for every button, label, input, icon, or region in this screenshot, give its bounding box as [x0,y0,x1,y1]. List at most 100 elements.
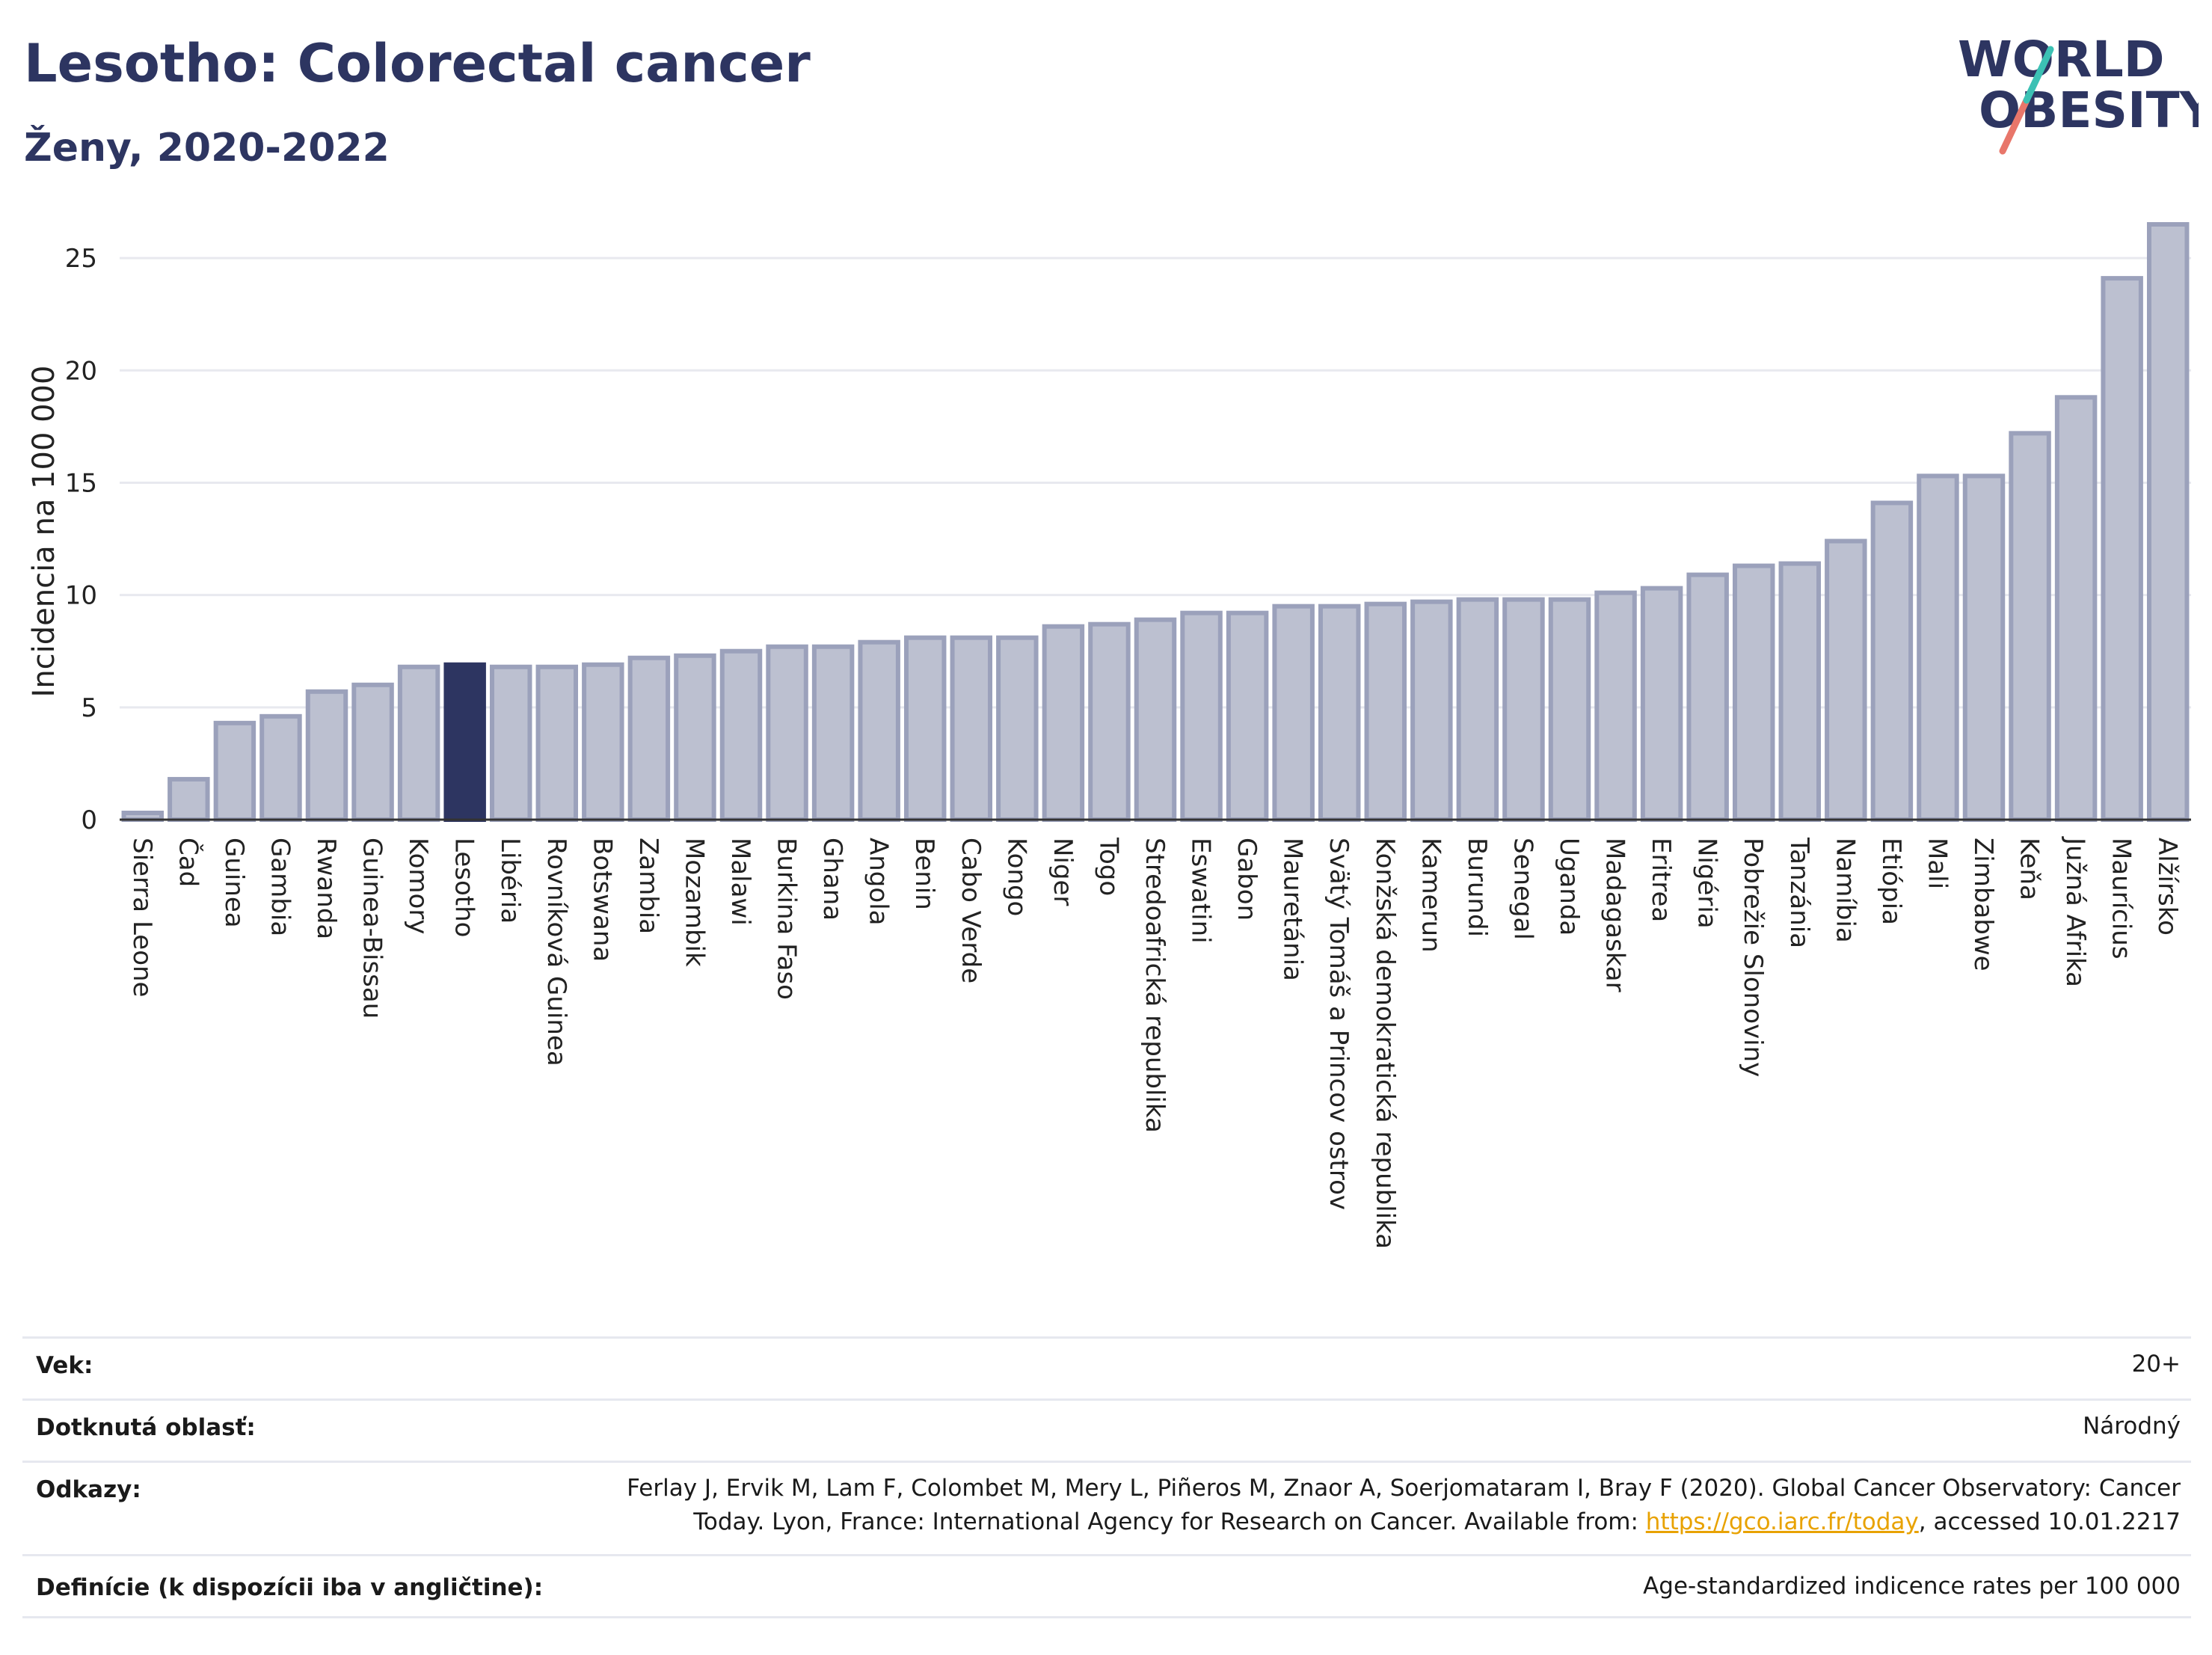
age-row: Vek: 20+ [22,1336,2191,1398]
logo-slash-red [1999,96,2030,155]
bar-pobre-ie-slonoviny [1732,563,1775,822]
world-obesity-logo: WORLD OBESITY [1958,31,2199,155]
bar-guinea [213,720,256,823]
x-tick-label: Južná Afrika [2060,836,2090,987]
refs-row: Odkazy: Ferlay J, Ervik M, Lam F, Colomb… [22,1461,2191,1554]
bar-lesotho [443,662,486,822]
x-tick-label: Tanzánia [1784,837,1814,948]
x-tick-label: Malawi [725,838,755,926]
definition-row: Definície (k dispozícii iba v angličtine… [22,1554,2191,1618]
bar-lib-ria [489,664,532,823]
y-tick-label: 20 [65,356,97,386]
x-tick-label: Gabon [1232,838,1262,921]
bar-kongo [996,635,1039,823]
refs-line-1: Ferlay J, Ervik M, Lam F, Colombet M, Me… [627,1475,2181,1502]
y-tick-label: 15 [65,468,97,498]
bar-mali [1917,473,1959,823]
x-tick-label: Eritrea [1646,838,1676,922]
x-tick-label: Stredoafrická republika [1140,838,1170,1133]
refs-line-2-post: , accessed 10.01.2217 [1918,1508,2181,1535]
x-tick-label: Alžírsko [2152,838,2182,936]
bar-niger [1042,624,1085,822]
area-value: Národný [2083,1413,2181,1440]
bar-gabon [1226,610,1269,822]
refs-line-2-pre: Today. Lyon, France: International Agenc… [693,1508,1646,1535]
bar-kon-sk-demokratick-republika [1364,601,1407,823]
x-tick-label: Uganda [1554,838,1584,936]
y-tick-label: 0 [81,805,97,835]
x-tick-label: Namíbia [1830,838,1860,943]
x-tick-label: Mauretánia [1278,838,1308,981]
bar-nam-bia [1825,538,1867,822]
bar-tanz-nia [1778,561,1822,822]
bar-rwanda [305,689,348,822]
bar-kamerun [1410,599,1453,822]
x-tick-label: Gambia [265,838,295,936]
x-tick-label: Cabo Verde [956,838,986,983]
x-tick-label: Keňa [2015,838,2044,900]
bar-komory [397,664,440,823]
bar-mauret-nia [1272,604,1315,822]
bar-senegal [1502,597,1545,822]
x-tick-label: Eswatini [1186,838,1216,944]
x-tick-label: Zambia [633,838,663,934]
bar-ju-n-afrika [2054,395,2098,822]
x-tick-label: Etiópia [1876,838,1906,925]
bar-botswana [582,662,624,822]
bar-eti-pia [1870,500,1914,822]
x-tick-label: Burkina Faso [772,838,802,1000]
bar-chart: 0 5 10 15 20 25 Sierra Leone Čad Guinea Gambia Rw… [27,222,2191,1249]
x-tick-label: Botswana [587,838,617,962]
x-tick-label: Burundi [1462,838,1492,937]
logo-slash-teal [2023,46,2054,104]
x-tick-label: Senegal [1508,838,1537,940]
bar-zimbabwe [1962,473,2006,823]
bar-burundi [1456,597,1499,822]
age-label: Vek: [36,1352,93,1379]
bar-nig-ria [1686,572,1729,823]
x-tick-label: Sierra Leone [127,838,157,997]
bar-ghana [811,644,855,823]
area-label: Dotknutá oblasť: [36,1414,256,1441]
x-tick-label: Maurícius [2107,838,2136,959]
bar-angola [858,639,900,822]
x-axis-labels: Sierra Leone Čad Guinea Gambia Rwanda Guinea-… [127,836,2182,1249]
bar-stredoafrick-republika [1134,617,1177,822]
bar-eswatini [1180,610,1223,822]
bars [121,222,2190,823]
bar-gambia [259,713,302,823]
x-tick-label: Guinea-Bissau [357,838,387,1019]
bar-mozambik [674,653,716,822]
bar-guinea-bissau [351,682,394,822]
x-tick-label: Konžská demokratická republika [1370,838,1400,1249]
x-tick-label: Čad [173,838,203,887]
x-tick-label: Benin [909,838,939,910]
x-tick-label: Lesotho [449,838,479,937]
x-tick-label: Nigéria [1692,838,1722,929]
chart-title: Lesotho: Colorectal cancer [24,33,811,94]
refs-link[interactable]: https://gco.iarc.fr/today [1645,1508,1919,1535]
x-tick-label: Libéria [495,838,525,924]
refs-value: Ferlay J, Ervik M, Lam F, Colombet M, Me… [627,1472,2181,1539]
age-value: 20+ [2131,1351,2181,1378]
x-tick-label: Kamerun [1416,838,1446,953]
x-tick-label: Zimbabwe [1968,838,1998,971]
y-tick-label: 25 [65,244,97,274]
x-tick-label: Madagaskar [1600,838,1630,992]
bar-burkina-faso [766,644,808,823]
bar-al-rsko [2146,222,2190,823]
bar-maur-cius [2101,276,2143,822]
x-tick-label: Rwanda [311,838,341,939]
x-tick-label: Angola [864,838,894,925]
definition-value: Age-standardized indicence rates per 100… [1643,1573,2181,1600]
y-axis-label: Incidencia na 100 000 [27,366,61,698]
bar-sv-t-tom-a-princov-ostrov [1318,604,1361,822]
bar-cabo-verde [950,635,993,823]
x-tick-label: Pobrežie Slonoviny [1738,838,1768,1077]
x-tick-label: Mozambik [679,838,709,967]
chart-subtitle: Ženy, 2020-2022 [24,126,390,171]
x-tick-label: Rovníková Guinea [541,838,571,1066]
bar-ke-a [2009,431,2051,822]
y-tick-label: 5 [81,693,97,723]
info-table: Vek: 20+ Dotknutá oblasť: Národný Odkazy… [22,1336,2191,1618]
